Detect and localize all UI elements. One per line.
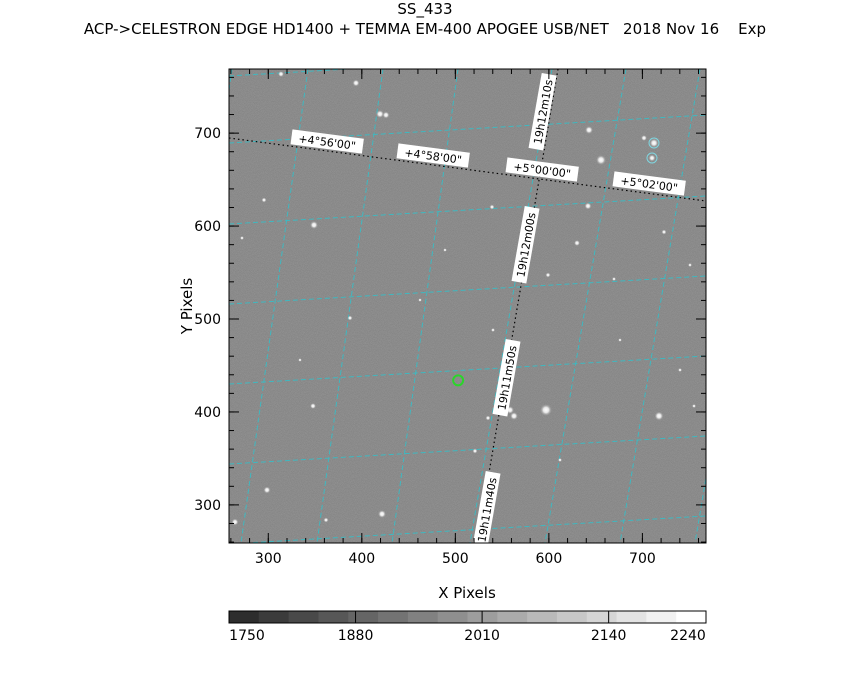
star — [585, 126, 593, 134]
ra-dotted-line — [476, 69, 559, 543]
star — [263, 486, 271, 494]
colorbar-labels: 1750 1880 2010 2140 2240 — [228, 611, 707, 644]
colorbar-segment — [676, 611, 707, 623]
x-tick-label: 600 — [536, 551, 563, 567]
star — [378, 510, 386, 518]
y-tick-label: 600 — [194, 219, 221, 235]
star — [376, 110, 384, 118]
star — [558, 458, 562, 462]
colorbar-tick-label: 1880 — [338, 628, 374, 644]
colorbar-segment — [467, 611, 498, 623]
star — [641, 135, 647, 141]
colorbar-segment — [407, 611, 439, 623]
y-tick-label: 400 — [194, 405, 221, 421]
dec-dotted-line — [229, 137, 706, 202]
star — [612, 277, 616, 281]
star — [323, 517, 329, 523]
star — [298, 358, 302, 362]
y-tick-label: 500 — [194, 312, 221, 328]
x-tick-label: 700 — [629, 551, 656, 567]
colorbar-segment — [229, 611, 260, 623]
x-axis-ticks: 300 400 500 600 700 — [230, 69, 700, 567]
star — [472, 448, 478, 454]
star — [688, 263, 692, 267]
colorbar-segment — [258, 611, 290, 623]
star — [310, 403, 316, 409]
y-tick-label: 700 — [194, 126, 221, 142]
star — [352, 79, 360, 87]
instrument-info: ACP->CELESTRON EDGE HD1400 + TEMMA EM-40… — [83, 20, 767, 38]
grid-line-ra — [694, 474, 706, 543]
star — [261, 197, 267, 203]
y-tick-label: 300 — [194, 498, 221, 514]
colorbar-tick-label: 2240 — [670, 628, 706, 644]
star — [240, 236, 244, 240]
star-halo — [648, 137, 660, 149]
y-axis-label: Y Pixels — [178, 278, 196, 336]
star — [540, 404, 552, 416]
plot-frame — [228, 68, 707, 544]
star — [678, 368, 682, 372]
star — [489, 204, 495, 210]
star — [382, 111, 390, 119]
target-marker — [452, 374, 465, 387]
star — [618, 338, 622, 342]
colorbar-segment — [556, 611, 588, 623]
x-tick-label: 400 — [348, 551, 375, 567]
star — [648, 154, 656, 162]
grid-line-ra — [544, 69, 627, 543]
colorbar-tick-label: 2010 — [464, 628, 500, 644]
star-field — [231, 71, 696, 526]
star — [649, 138, 659, 148]
colorbar-segment — [348, 611, 379, 623]
star-halo — [646, 152, 658, 164]
star — [574, 240, 580, 246]
star — [485, 415, 491, 421]
x-tick-label: 500 — [442, 551, 469, 567]
star — [654, 411, 664, 421]
star — [310, 221, 318, 229]
star — [584, 202, 592, 210]
star — [661, 229, 667, 235]
star — [491, 328, 495, 332]
colorbar-tick-label: 2140 — [591, 628, 627, 644]
colorbar-segment — [646, 611, 677, 623]
star — [545, 272, 551, 278]
colorbar-segment — [288, 611, 319, 623]
star — [443, 248, 447, 252]
colorbar-segment — [318, 611, 349, 623]
star — [692, 404, 696, 408]
colorbar-segment — [378, 611, 409, 623]
star — [231, 518, 239, 526]
star — [596, 155, 606, 165]
star — [347, 315, 353, 321]
colorbar-tick-label: 1750 — [229, 628, 265, 644]
star — [418, 298, 422, 302]
grid-line-ra — [619, 69, 701, 543]
y-axis-ticks: 300 400 500 600 700 — [194, 76, 706, 543]
image-noise — [229, 69, 706, 543]
colorbar-segment — [527, 611, 558, 623]
star — [510, 412, 518, 420]
x-tick-label: 300 — [255, 551, 282, 567]
star — [278, 71, 284, 77]
colorbar — [229, 611, 707, 623]
object-title: SS_433 — [397, 0, 453, 18]
colorbar-segment — [616, 611, 647, 623]
x-axis-label: X Pixels — [438, 584, 496, 602]
colorbar-segment — [497, 611, 528, 623]
colorbar-segment — [586, 611, 618, 623]
colorbar-segment — [437, 611, 468, 623]
